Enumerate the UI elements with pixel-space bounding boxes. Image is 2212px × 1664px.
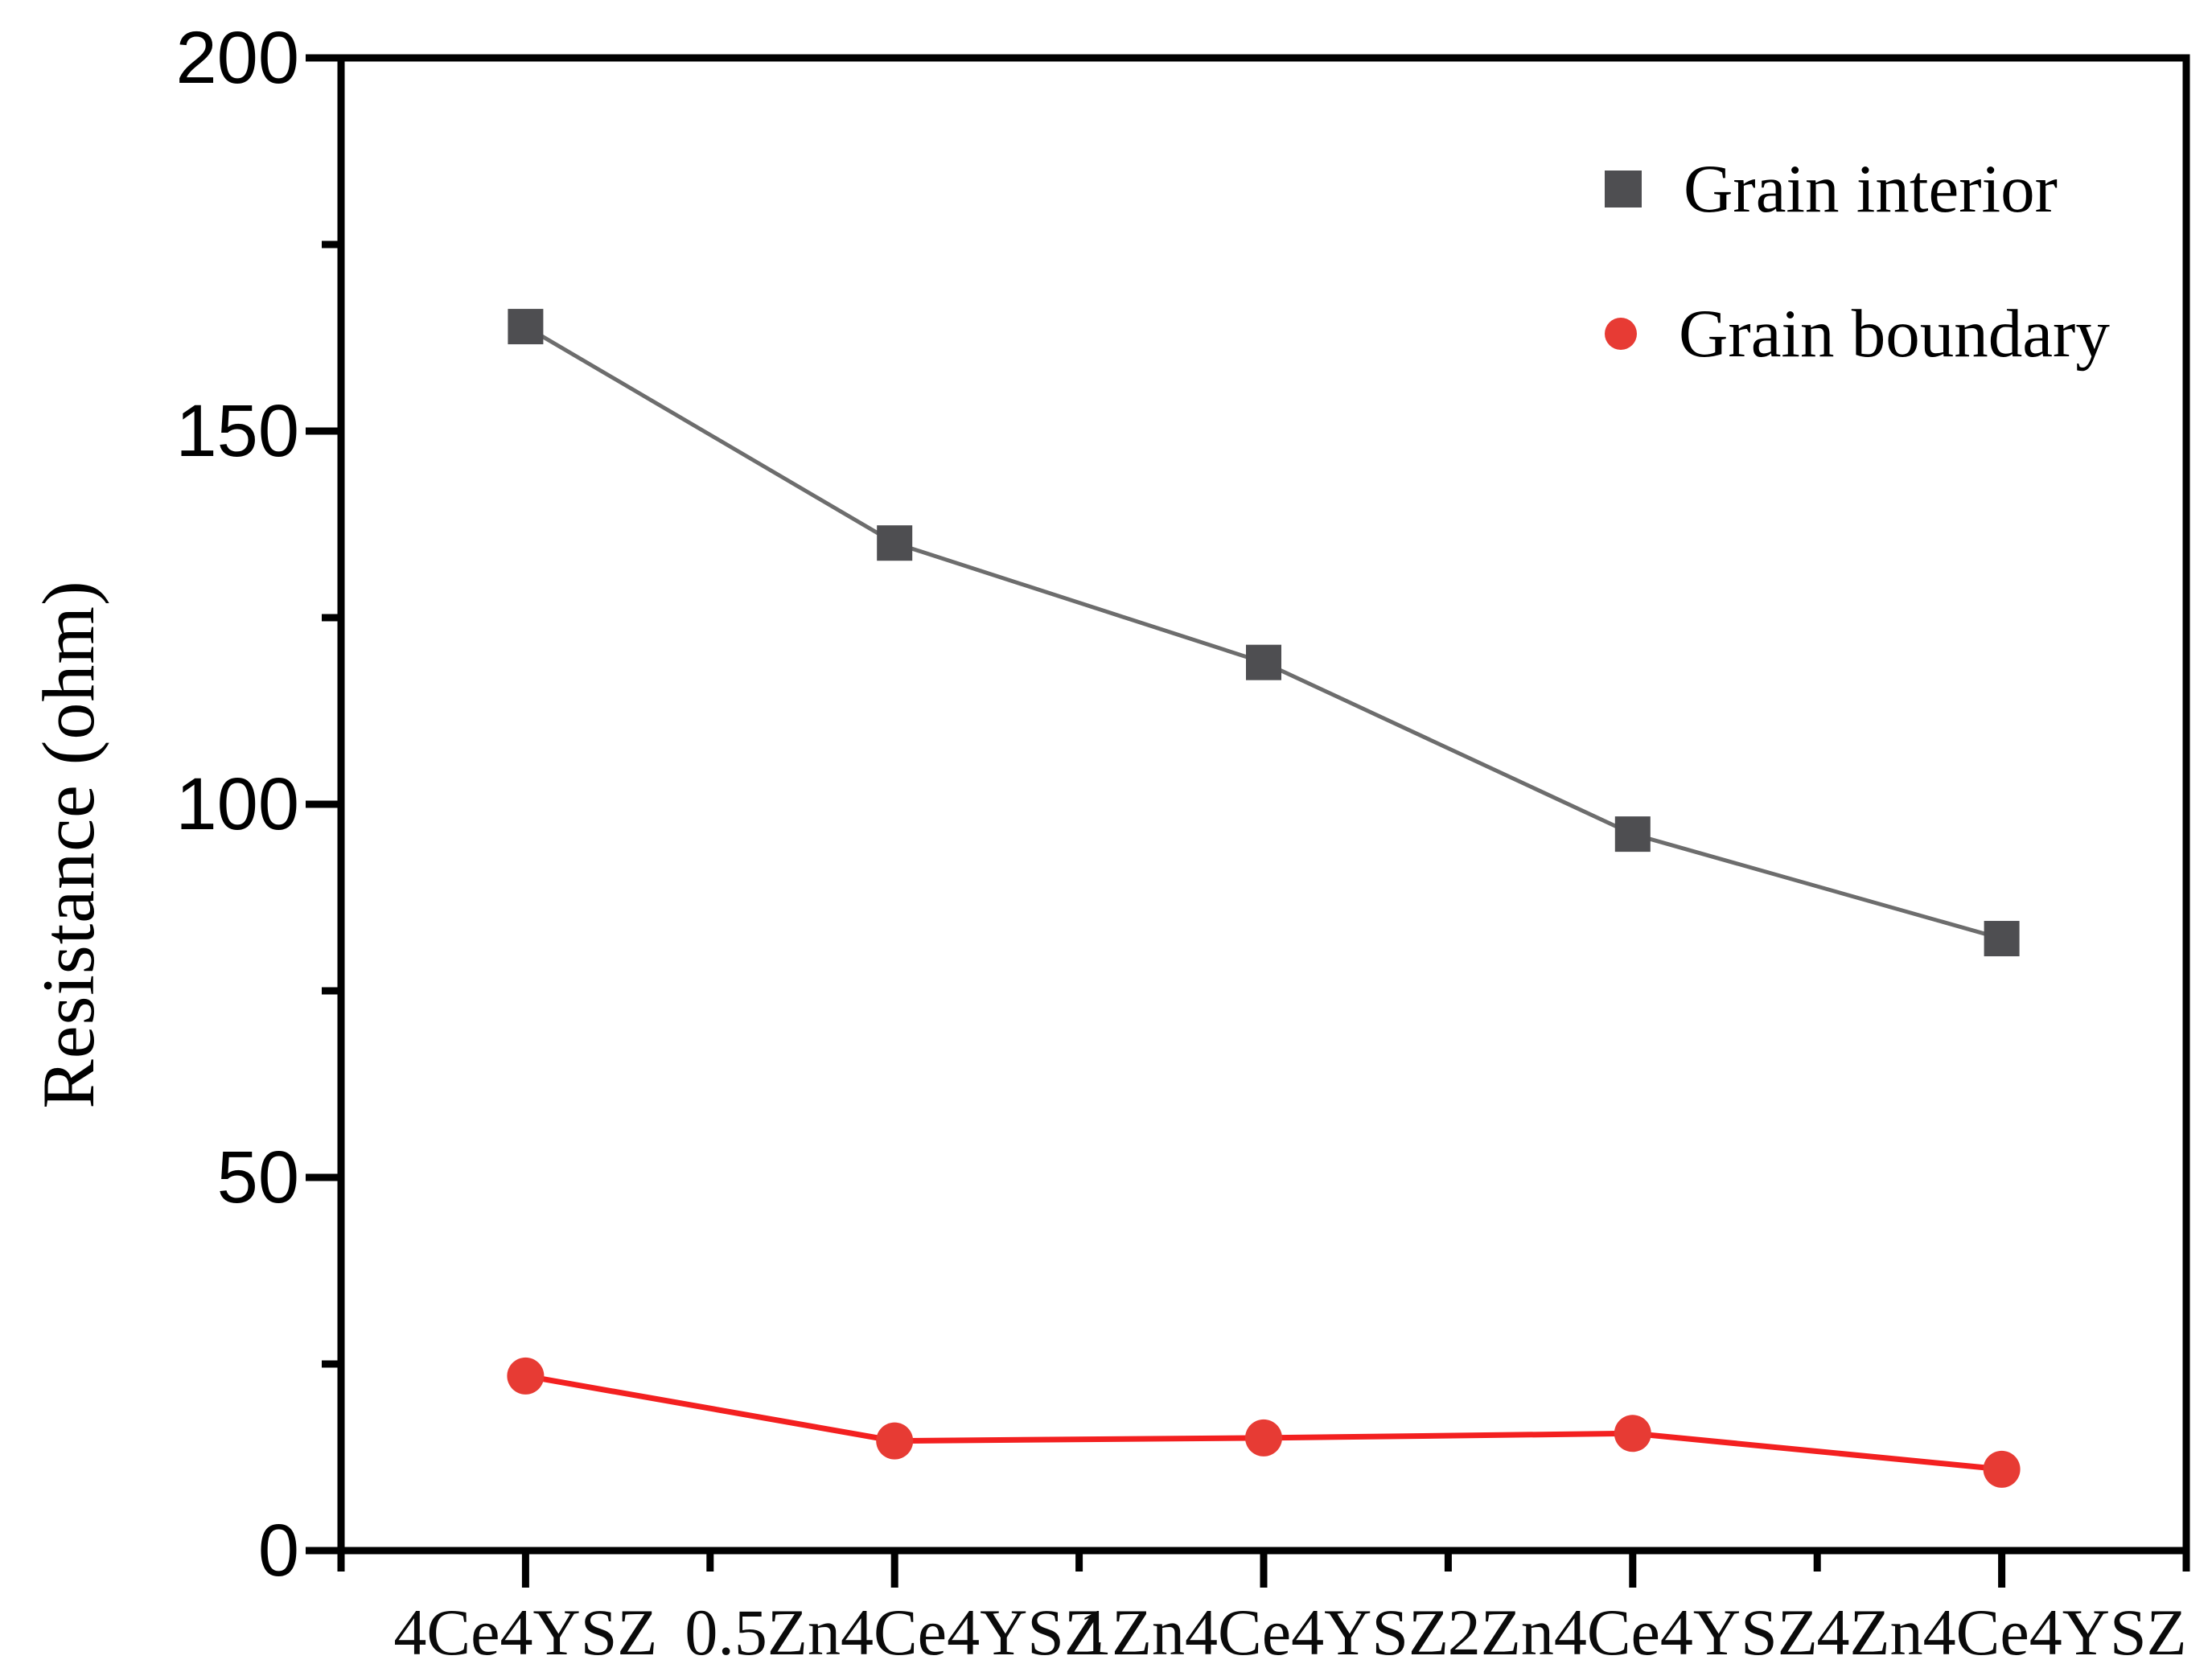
y-tick-label: 0 (257, 1510, 299, 1592)
legend-marker-square-icon (1605, 171, 1642, 207)
data-point-square (508, 309, 544, 345)
x-category-label: 1Zn4Ce4YSZ (1078, 1596, 1449, 1664)
legend-item-grain-interior: Grain interior (1605, 117, 2110, 261)
y-tick-label: 100 (175, 763, 300, 845)
legend-item-grain-boundary: Grain boundary (1605, 261, 2110, 406)
x-category-label: 4Ce4YSZ (393, 1596, 658, 1664)
data-point-square (1984, 921, 2020, 957)
data-point-circle (1245, 1419, 1282, 1457)
data-point-circle (876, 1422, 914, 1460)
y-tick-label: 150 (175, 390, 300, 472)
data-point-circle (1614, 1415, 1651, 1452)
legend-label-grain-interior: Grain interior (1684, 151, 2058, 227)
legend-label-grain-boundary: Grain boundary (1679, 296, 2110, 372)
x-category-label: 4Zn4Ce4YSZ (1816, 1596, 2187, 1664)
data-point-square (1614, 816, 1651, 853)
x-category-label: 0.5Zn4Ce4YSZ (685, 1596, 1104, 1664)
data-point-square (1246, 644, 1281, 680)
x-category-label: 2Zn4Ce4YSZ (1447, 1596, 1818, 1664)
y-axis-title: Resistance (ohm) (27, 580, 109, 1109)
data-point-circle (507, 1357, 545, 1395)
data-point-circle (1983, 1450, 2021, 1488)
data-point-square (877, 525, 913, 561)
legend-marker-circle-icon (1605, 318, 1637, 350)
legend: Grain interior Grain boundary (1605, 117, 2110, 406)
series-line-square (524, 324, 2003, 941)
y-tick-label: 200 (175, 17, 300, 99)
y-tick-label: 50 (216, 1136, 299, 1218)
